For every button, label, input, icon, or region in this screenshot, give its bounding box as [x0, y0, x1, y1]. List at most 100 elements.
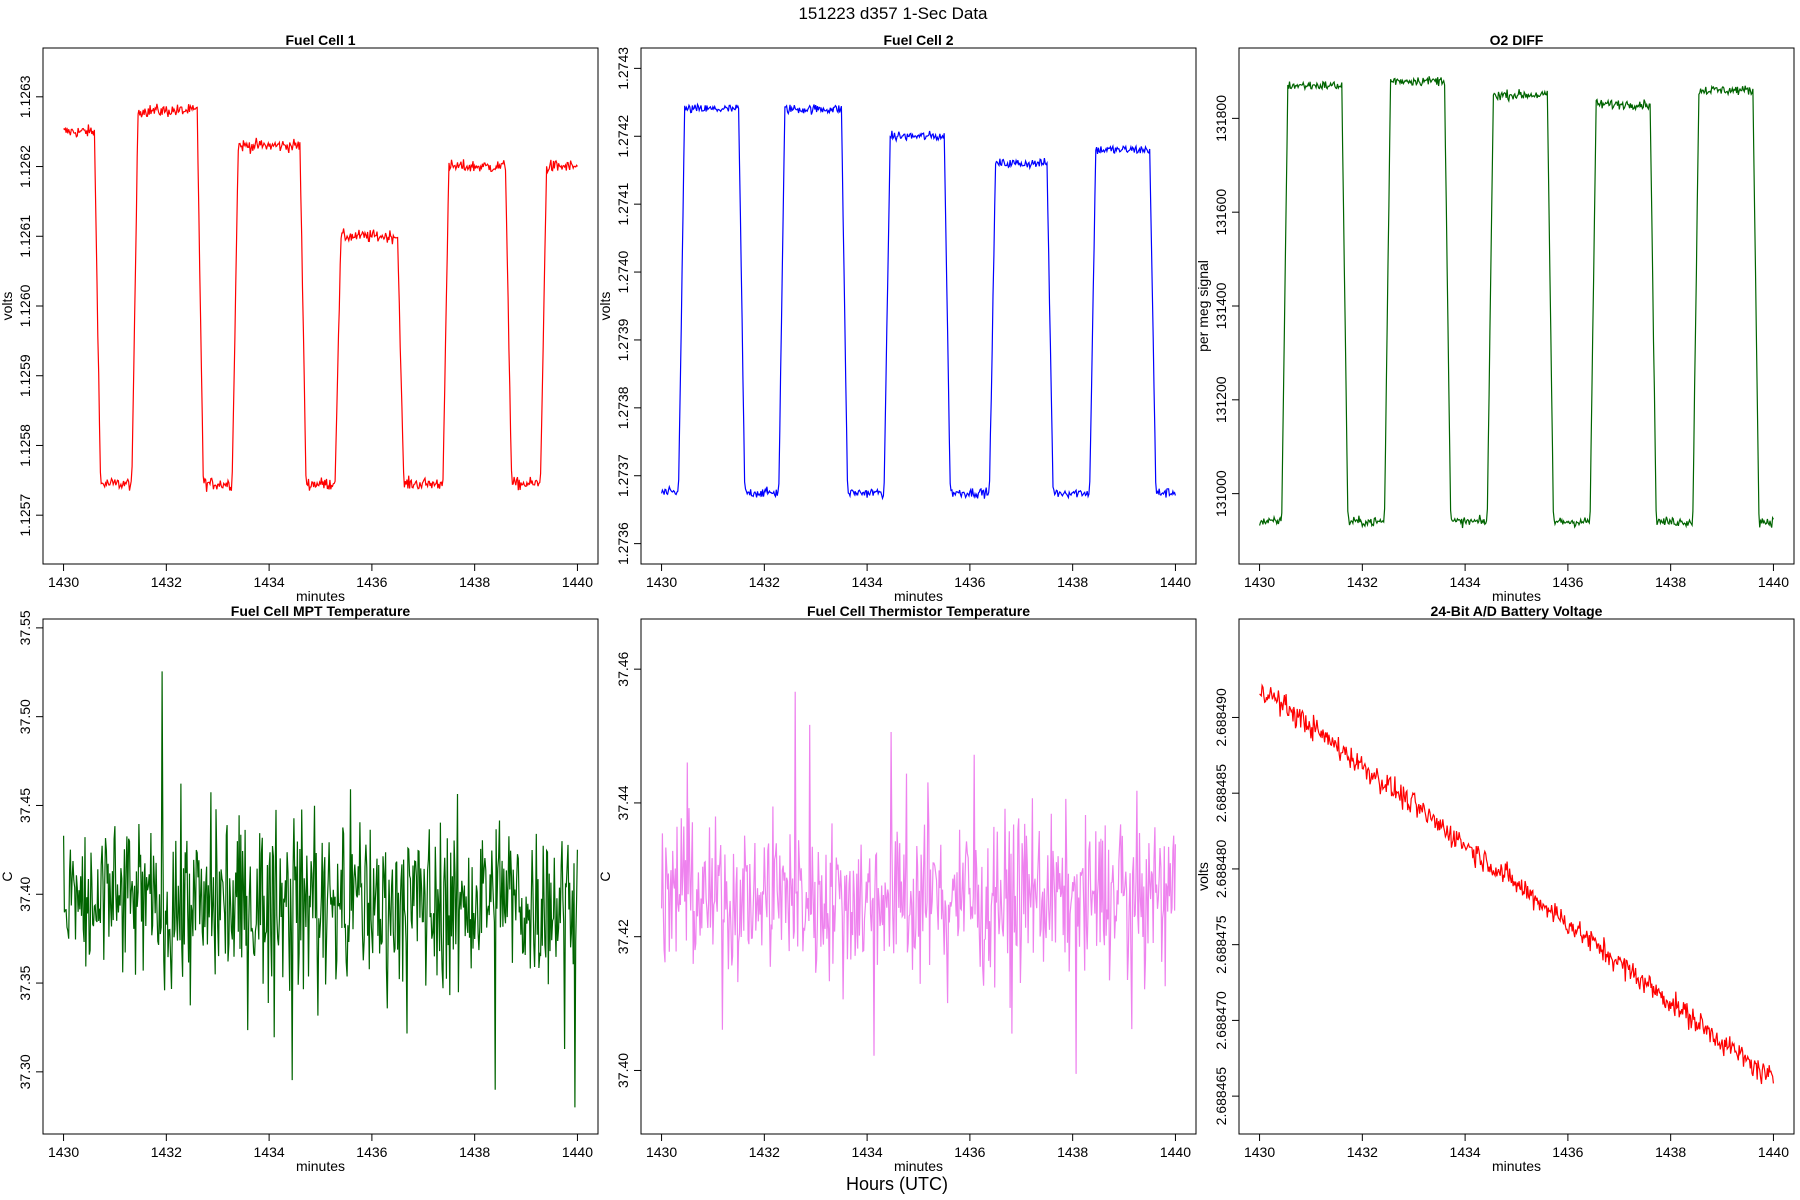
x-tick-label: 1432	[151, 1144, 182, 1160]
y-tick-label: 131200	[1213, 376, 1229, 423]
x-tick-label: 1434	[852, 1144, 883, 1160]
series-line-fc2	[661, 102, 1176, 501]
y-tick-label: 1.2736	[615, 522, 631, 565]
panel-therm: Fuel Cell Thermistor Temperature 1430 1432…	[597, 603, 1197, 1174]
x-tick-label: 1438	[1057, 574, 1088, 590]
y-tick-label: 2.688480	[1213, 840, 1229, 899]
x-tick-label: 1434	[254, 1144, 285, 1160]
y-tick-label: 1.2740	[615, 250, 631, 293]
panels: Fuel Cell 1 1430 1432 1434 1436 1438 1440 minut…	[0, 32, 1795, 1174]
y-tick-label: 2.688475	[1213, 915, 1229, 974]
panel-title: O2 DIFF	[1490, 32, 1544, 48]
x-tick-label: 1436	[356, 574, 387, 590]
x-tick-label: 1432	[749, 1144, 780, 1160]
y-tick-label: 1.1261	[17, 215, 33, 258]
x-tick-label: 1438	[1655, 574, 1686, 590]
x-tick-label: 1430	[48, 574, 79, 590]
y-tick-label: 37.42	[615, 919, 631, 954]
x-tick-label: 1434	[1450, 574, 1481, 590]
x-tick-label: 1440	[562, 1144, 593, 1160]
panel-title: Fuel Cell 2	[883, 32, 953, 48]
x-tick-label: 1430	[1244, 1144, 1275, 1160]
plot-frame	[640, 47, 1197, 565]
series-line-batt	[1259, 683, 1774, 1085]
x-tick-label: 1434	[254, 574, 285, 590]
x-tick-label: 1438	[459, 1144, 490, 1160]
panel-o2: O2 DIFF 1430 1432 1434 1436 1438 1440 minutes 13…	[1195, 32, 1795, 604]
x-tick-label: 1440	[1758, 574, 1789, 590]
panel-batt: 24-Bit A/D Battery Voltage 1430 1432 1434 14…	[1195, 603, 1795, 1174]
y-tick-label: 1.2741	[615, 183, 631, 226]
y-axis-label: volts	[1195, 862, 1211, 891]
x-axis-label: minutes	[894, 1158, 943, 1174]
panel-title: Fuel Cell Thermistor Temperature	[807, 603, 1030, 619]
panel-fc2: Fuel Cell 2 1430 1432 1434 1436 1438 1440 minut…	[597, 32, 1197, 604]
figure-title: 151223 d357 1-Sec Data	[798, 4, 988, 23]
y-tick-label: 37.44	[615, 785, 631, 820]
y-axis-label: per meg signal	[1195, 260, 1211, 352]
y-axis-label: volts	[0, 292, 15, 321]
x-tick-label: 1432	[151, 574, 182, 590]
y-tick-label: 1.2743	[615, 47, 631, 90]
x-tick-label: 1430	[48, 1144, 79, 1160]
panel-title: Fuel Cell MPT Temperature	[231, 603, 411, 619]
x-tick-label: 1434	[852, 574, 883, 590]
y-tick-label: 2.688465	[1213, 1067, 1229, 1126]
x-tick-label: 1436	[954, 1144, 985, 1160]
x-tick-label: 1438	[459, 574, 490, 590]
figure-xlabel: Hours (UTC)	[846, 1174, 948, 1194]
y-tick-label: 1.2738	[615, 386, 631, 429]
x-tick-label: 1436	[954, 574, 985, 590]
x-tick-label: 1436	[1552, 574, 1583, 590]
x-tick-label: 1440	[1758, 1144, 1789, 1160]
x-tick-label: 1438	[1057, 1144, 1088, 1160]
y-tick-label: 2.688470	[1213, 991, 1229, 1050]
y-tick-label: 1.1260	[17, 284, 33, 327]
x-tick-label: 1430	[1244, 574, 1275, 590]
x-tick-label: 1440	[1160, 574, 1191, 590]
y-tick-label: 1.1257	[17, 494, 33, 537]
y-axis-label: volts	[597, 292, 613, 321]
panel-fc1: Fuel Cell 1 1430 1432 1434 1436 1438 1440 minut…	[0, 32, 599, 604]
x-axis-label: minutes	[1492, 588, 1541, 604]
y-tick-label: 37.55	[17, 610, 33, 645]
x-axis-label: minutes	[894, 588, 943, 604]
y-axis-label: C	[597, 871, 613, 881]
y-tick-label: 131400	[1213, 282, 1229, 329]
y-tick-label: 1.1259	[17, 354, 33, 397]
y-tick-label: 37.45	[17, 788, 33, 823]
y-tick-label: 2.688490	[1213, 688, 1229, 747]
plot-frame	[1238, 618, 1795, 1135]
x-tick-label: 1436	[1552, 1144, 1583, 1160]
y-tick-label: 1.1263	[17, 75, 33, 118]
plot-frame	[42, 618, 599, 1135]
y-tick-label: 131800	[1213, 95, 1229, 142]
x-tick-label: 1432	[1347, 1144, 1378, 1160]
x-tick-label: 1440	[1160, 1144, 1191, 1160]
y-tick-label: 1.2737	[615, 454, 631, 497]
series-line-mpt	[63, 671, 578, 1108]
x-tick-label: 1432	[1347, 574, 1378, 590]
x-axis-label: minutes	[1492, 1158, 1541, 1174]
plot-frame	[42, 47, 599, 565]
y-tick-label: 37.46	[615, 651, 631, 686]
x-tick-label: 1434	[1450, 1144, 1481, 1160]
x-tick-label: 1440	[562, 574, 593, 590]
y-tick-label: 37.30	[17, 1054, 33, 1089]
x-tick-label: 1438	[1655, 1144, 1686, 1160]
y-tick-label: 37.40	[17, 877, 33, 912]
y-tick-label: 131000	[1213, 470, 1229, 517]
y-tick-label: 2.688485	[1213, 764, 1229, 823]
y-tick-label: 1.1258	[17, 424, 33, 467]
series-line-o2	[1259, 76, 1774, 529]
y-tick-label: 131600	[1213, 189, 1229, 236]
y-tick-label: 1.2739	[615, 318, 631, 361]
x-tick-label: 1430	[646, 574, 677, 590]
panel-title: Fuel Cell 1	[285, 32, 355, 48]
x-tick-label: 1430	[646, 1144, 677, 1160]
series-line-fc1	[63, 103, 578, 492]
x-axis-label: minutes	[296, 588, 345, 604]
y-tick-label: 37.35	[17, 965, 33, 1000]
y-tick-label: 1.2742	[615, 115, 631, 158]
